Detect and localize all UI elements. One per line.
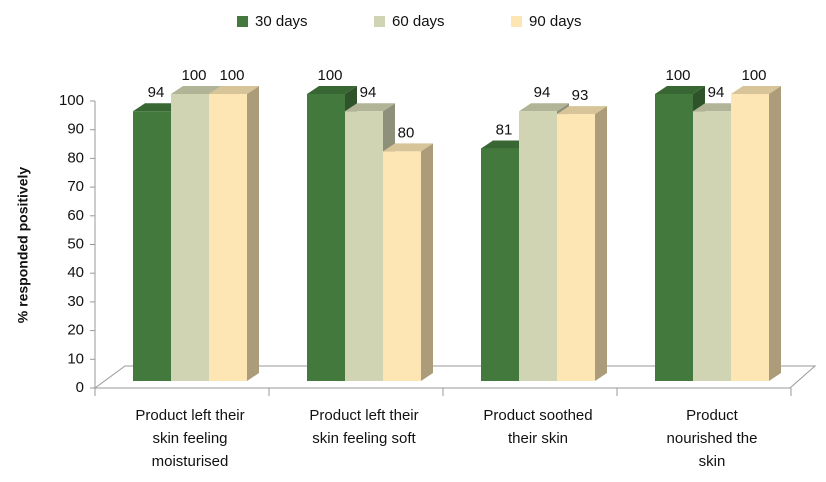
bar-top [133,103,183,112]
bar-top [345,103,395,112]
bar-side [247,86,259,381]
value-label: 100 [665,67,690,84]
value-label: 81 [496,121,513,138]
legend-swatch [511,16,522,27]
bar-side [421,143,433,381]
bar-front [133,111,171,381]
bar-front [693,111,731,381]
bar-top [171,86,221,94]
bar-front [731,94,769,381]
x-tick-label: Product nourished the skin [667,407,758,470]
y-tick-label: 10 [67,350,84,367]
bar-top [519,103,569,112]
bar-side [769,86,781,381]
bar-side [595,106,607,381]
bar-front [557,114,595,381]
y-tick-label: 100 [59,92,84,109]
bar-top [693,103,743,112]
y-tick-label: 90 [67,121,84,138]
bar [557,106,607,381]
y-tick-label: 70 [67,178,84,195]
bar [383,143,433,381]
value-label: 80 [398,124,415,141]
bar-top [307,86,357,94]
y-tick-label: 20 [67,322,84,339]
value-label: 94 [360,84,377,101]
value-label: 100 [741,67,766,84]
x-tick-label: Product left their skin feeling soft [309,407,418,447]
bar-front [307,94,345,381]
bar [209,86,259,381]
bar-front [383,151,421,381]
y-axis-title: % responded positively [15,167,31,324]
bar-top [557,106,607,115]
x-tick-label: Product soothed their skin [483,407,592,447]
y-tick-label: 30 [67,293,84,310]
y-tick-label: 60 [67,207,84,224]
legend-label: 30 days [255,13,308,30]
y-tick-label: 40 [67,264,84,281]
value-label: 93 [572,87,589,104]
bar [731,86,781,381]
value-label: 94 [534,84,551,101]
bar-front [519,111,557,381]
value-label: 100 [219,67,244,84]
value-label: 94 [708,84,725,101]
legend-swatch [237,16,248,27]
bar-front [655,94,693,381]
bar-top [731,86,781,94]
legend-swatch [374,16,385,27]
x-tick-label: Product left their skin feeling moisturise… [135,407,244,470]
bar-top [655,86,705,94]
value-label: 100 [181,67,206,84]
legend-label: 90 days [529,13,582,30]
y-tick-label: 80 [67,149,84,166]
bar-front [345,111,383,381]
bar-front [209,94,247,381]
bar-front [481,148,519,381]
bar-top [209,86,259,94]
bar-top [383,143,433,152]
floor [93,365,817,389]
value-label: 100 [317,67,342,84]
legend-label: 60 days [392,13,445,30]
bar-top [481,140,531,149]
bar-front [171,94,209,381]
value-label: 94 [148,84,165,101]
y-tick-label: 0 [76,379,84,396]
y-tick-label: 50 [67,235,84,252]
